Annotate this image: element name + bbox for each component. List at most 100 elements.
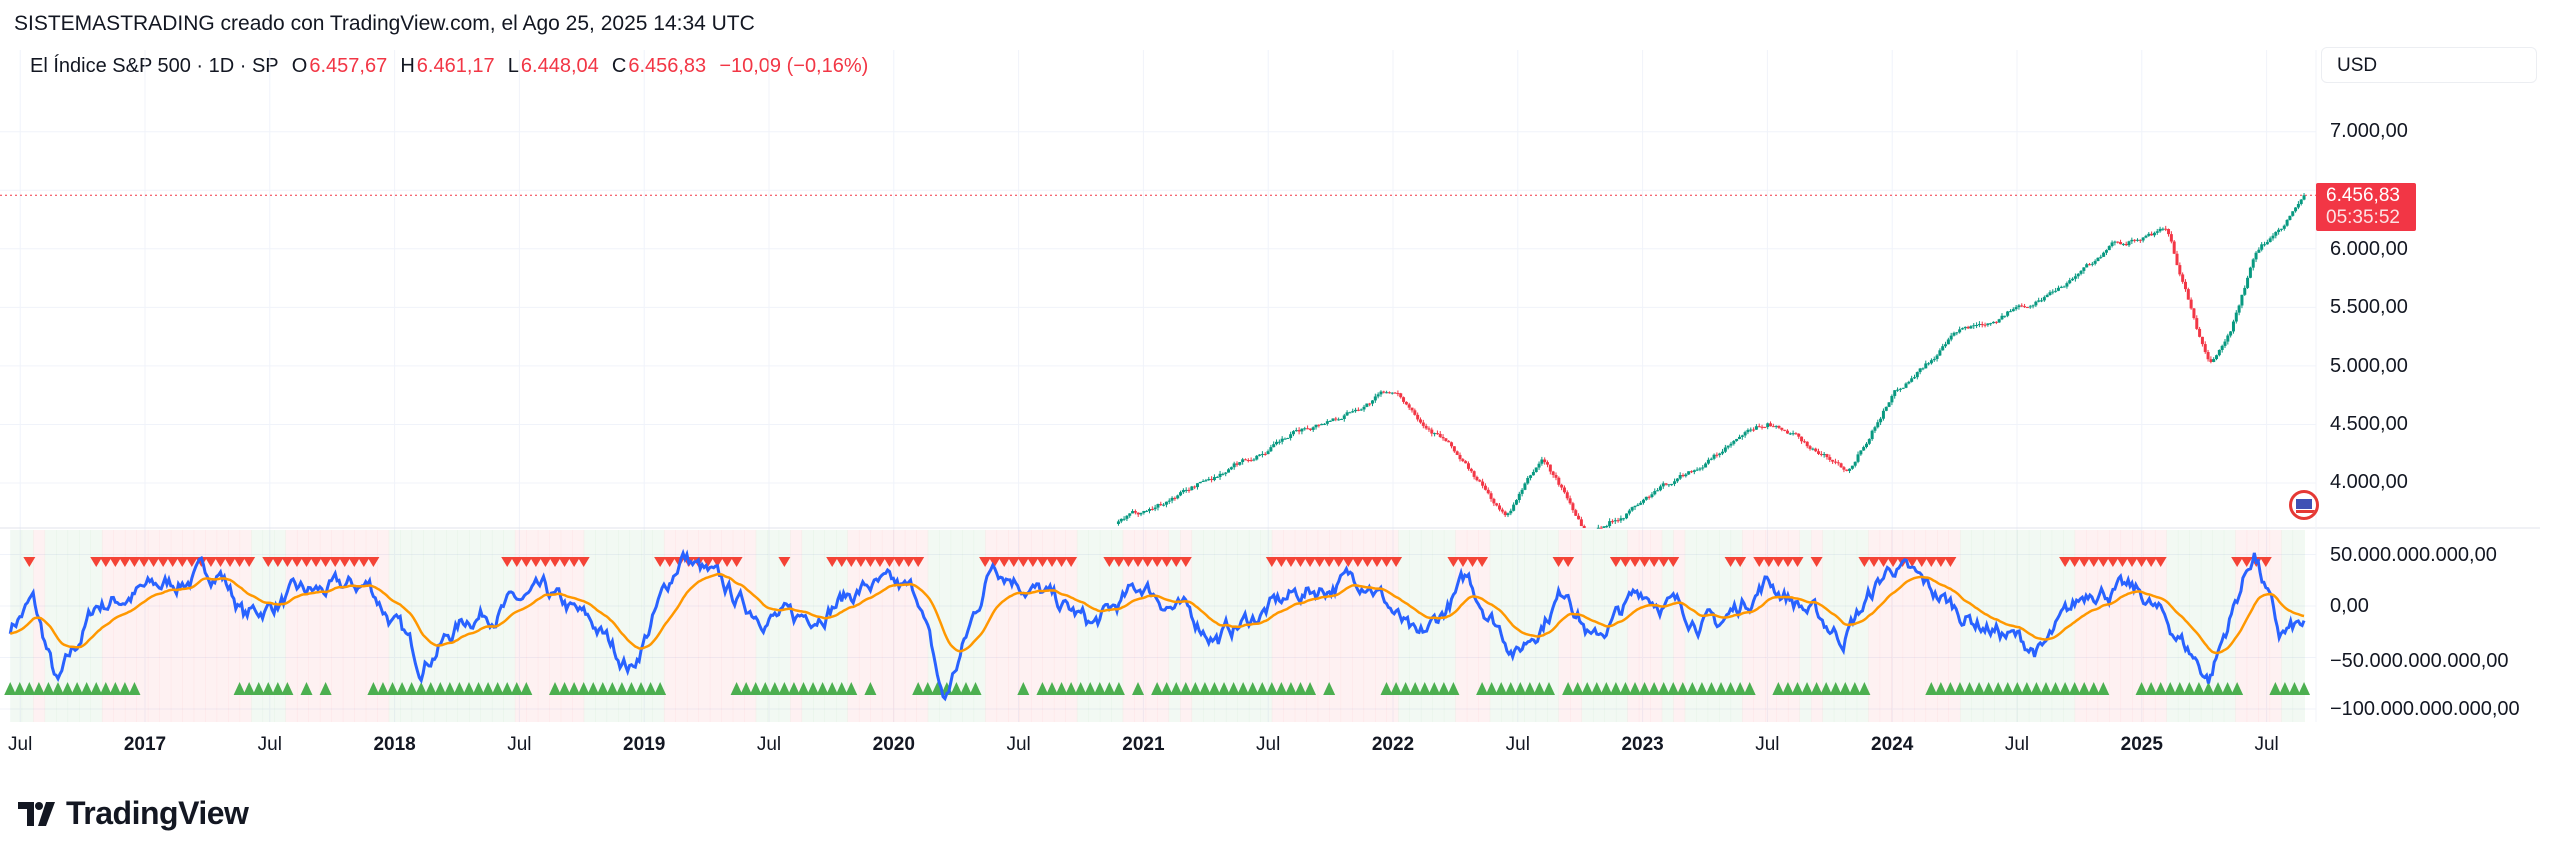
candle-body — [1845, 469, 1849, 471]
candle-body — [1543, 459, 1547, 463]
candle-body — [2195, 318, 2199, 329]
sell-triangle — [1284, 557, 1297, 567]
buy-triangle — [434, 682, 447, 695]
buy-triangle — [2135, 682, 2148, 695]
candle-body — [1898, 388, 1902, 390]
signal-background — [1914, 530, 1927, 722]
buy-triangle — [1772, 682, 1785, 695]
candle-body — [1393, 392, 1397, 394]
buy-triangle — [262, 682, 275, 695]
sell-triangle — [1380, 557, 1393, 567]
candle-body — [1952, 332, 1956, 336]
candle-body — [1514, 500, 1518, 505]
sell-triangle — [2231, 557, 2244, 567]
sell-triangle — [214, 557, 227, 567]
low-value: 6.448,04 — [520, 55, 599, 77]
sell-triangle — [310, 557, 323, 567]
buy-triangle — [864, 682, 877, 695]
signal-background — [113, 530, 126, 722]
candle-body — [1627, 510, 1631, 514]
signal-background — [985, 530, 998, 722]
candle-body — [1828, 457, 1832, 460]
candle-body — [2186, 289, 2190, 300]
signal-background — [675, 530, 688, 722]
sell-triangle — [1160, 557, 1173, 567]
candle-body — [1297, 430, 1301, 432]
candle-body — [1650, 494, 1654, 498]
candle-body — [2172, 241, 2176, 254]
buy-triangle — [1791, 682, 1804, 695]
candle-body — [1605, 526, 1609, 528]
sell-triangle — [988, 557, 1001, 567]
signal-background — [1042, 530, 1055, 722]
signal-background — [824, 530, 837, 722]
buy-triangle — [1839, 682, 1852, 695]
signal-background — [2235, 530, 2248, 722]
buy-triangle — [1284, 682, 1297, 695]
candle-body — [2175, 253, 2179, 266]
candle-body — [1723, 447, 1727, 452]
candle-body — [2246, 277, 2250, 288]
candle-body — [1825, 454, 1829, 458]
signal-background — [2120, 530, 2133, 722]
candle-body — [1492, 498, 1496, 504]
candle-body — [1754, 426, 1758, 430]
sell-triangle — [711, 557, 724, 567]
candle-body — [1529, 475, 1533, 478]
candle-body — [1610, 521, 1614, 523]
candle-body — [1989, 323, 1993, 325]
buy-triangle — [1581, 682, 1594, 695]
candle-body — [2263, 244, 2267, 246]
candle-body — [1625, 513, 1629, 519]
candle-body — [1133, 511, 1137, 513]
candle-body — [1673, 481, 1677, 484]
candle-body — [1732, 440, 1736, 444]
currency-button[interactable]: USD — [2321, 47, 2537, 83]
signal-background — [2074, 530, 2087, 722]
sell-triangle — [1906, 557, 1919, 567]
candle-body — [1752, 429, 1756, 431]
us-flag-icon[interactable] — [2289, 490, 2319, 520]
candle-body — [1864, 443, 1868, 448]
symbol-name[interactable]: El Índice S&P 500 · 1D · SP — [30, 55, 279, 77]
indicator-tick: 0,00 — [2330, 595, 2369, 617]
signal-background — [1157, 530, 1170, 722]
signal-background — [1868, 530, 1881, 722]
oscillator-line — [8, 548, 2306, 702]
candle-body — [1879, 418, 1883, 423]
candle-body — [2045, 295, 2049, 298]
sell-triangle — [568, 557, 581, 567]
candle-body — [2302, 195, 2306, 200]
sell-triangle — [1552, 557, 1565, 567]
buy-triangle — [424, 682, 437, 695]
sell-triangle — [730, 557, 743, 567]
signal-background — [170, 530, 183, 722]
signal-background — [1375, 530, 1388, 722]
signal-background — [124, 530, 137, 722]
buy-triangle — [1619, 682, 1632, 695]
candle-body — [1622, 518, 1626, 520]
candle-body — [1915, 372, 1919, 378]
tradingview-logo[interactable]: TradingView — [18, 795, 249, 832]
signal-background — [1558, 530, 1571, 722]
sell-triangle — [998, 557, 1011, 567]
buy-triangle — [1189, 682, 1202, 695]
signal-background — [1065, 530, 1078, 722]
signal-background — [1787, 530, 1800, 722]
candle-body — [1503, 511, 1507, 516]
sell-triangle — [300, 557, 313, 567]
sell-triangle — [1026, 557, 1039, 567]
candle-body — [1435, 433, 1439, 435]
buy-triangle — [32, 682, 45, 695]
time-tick: Jul — [1006, 734, 1031, 755]
candle-body — [1275, 441, 1279, 445]
signal-background — [514, 530, 527, 722]
candle-body — [1881, 410, 1885, 419]
sell-triangle — [176, 557, 189, 567]
signal-background — [1306, 530, 1319, 722]
candle-body — [1416, 414, 1420, 420]
sell-triangle — [1657, 557, 1670, 567]
candle-body — [1272, 444, 1276, 448]
candle-body — [2229, 331, 2233, 336]
